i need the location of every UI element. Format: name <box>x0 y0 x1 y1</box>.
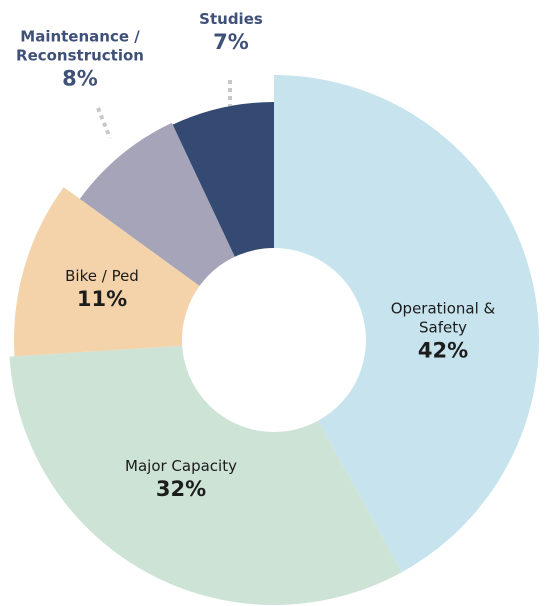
segment-label: Studies 7% <box>181 10 281 56</box>
segment-label: Maintenance / Reconstruction 8% <box>0 28 160 93</box>
segment-label: Major Capacity 32% <box>91 457 271 503</box>
value-label: 11% <box>76 287 128 311</box>
value-label: 8% <box>62 66 98 91</box>
category-label: Bike / Ped <box>65 267 139 285</box>
donut-segment <box>9 345 402 605</box>
category-label: Major Capacity <box>125 457 237 475</box>
value-label: 7% <box>213 30 249 54</box>
donut-segment <box>79 122 235 286</box>
donut-segment <box>172 102 274 257</box>
donut-segment <box>14 187 200 357</box>
donut-segment <box>274 75 540 573</box>
category-label: Maintenance / Reconstruction <box>16 27 144 65</box>
segment-label: Operational & Safety 42% <box>368 300 518 365</box>
category-label: Operational & Safety <box>390 299 496 337</box>
category-label: Studies <box>199 10 263 28</box>
value-label: 32% <box>155 477 207 501</box>
leader-line <box>96 107 112 139</box>
value-label: 42% <box>417 338 469 363</box>
segment-label: Bike / Ped 11% <box>47 267 157 313</box>
